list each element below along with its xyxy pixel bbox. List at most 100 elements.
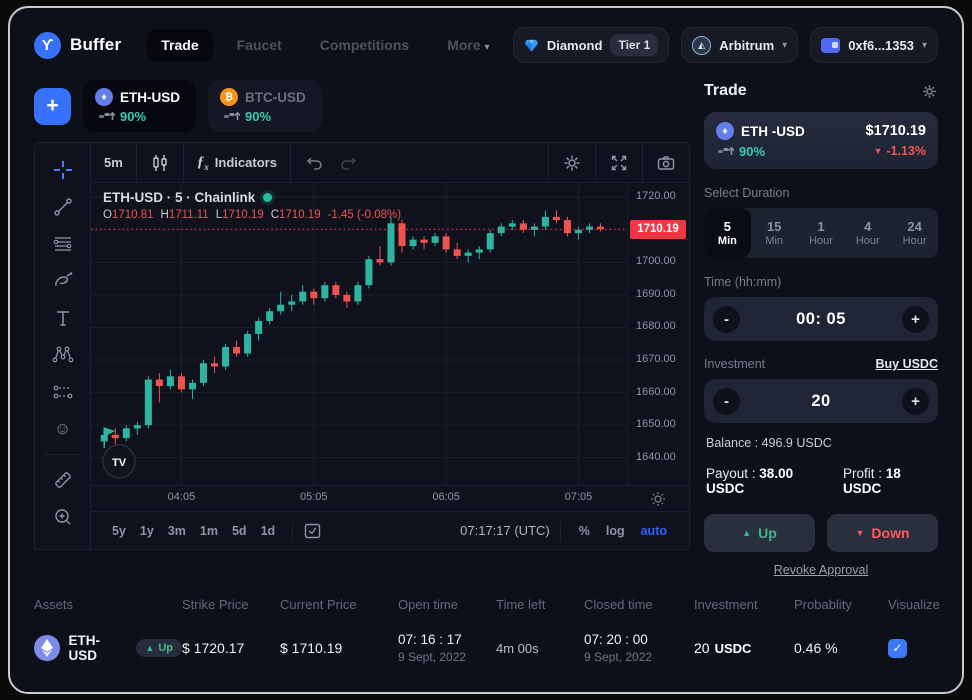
duration-15min[interactable]: 15 Min	[765, 219, 784, 247]
redo-button[interactable]	[337, 143, 372, 182]
eth-icon: ♦	[716, 122, 734, 140]
table-row: ETH-USD ▲ Up $ 1720.17 $ 1710.19 07: 16 :…	[34, 622, 938, 676]
time-tick: 04:05	[167, 491, 196, 503]
nav-link-competitions[interactable]: Competitions	[319, 37, 410, 53]
wallet-selector[interactable]: 0xf6...1353 ▾	[810, 27, 938, 63]
trade-settings-gear-icon[interactable]	[921, 83, 938, 100]
range-5d-button[interactable]: 5d	[231, 523, 247, 538]
asset-symbol: ETH -USD	[741, 123, 805, 139]
time-tick: 06:05	[432, 491, 460, 503]
time-stepper: - 00: 05 +	[704, 297, 938, 341]
wallet-icon	[821, 37, 841, 53]
brand-name: Buffer	[70, 35, 122, 54]
range-1y-button[interactable]: 1y	[139, 523, 154, 538]
time-left-cell: 4m 00s	[496, 640, 539, 656]
duration-24hour[interactable]: 24 Hour	[902, 219, 927, 247]
balance-text: Balance : 496.9 USDC	[706, 436, 832, 450]
investment-plus-button[interactable]: +	[902, 387, 929, 415]
timezone-button[interactable]	[627, 486, 689, 511]
buy-usdc-link[interactable]: Buy USDC	[875, 357, 938, 371]
candlestick-icon	[153, 154, 167, 171]
last-price-badge: 1710.19	[630, 219, 686, 239]
toolbar-divider	[44, 454, 81, 455]
time-value[interactable]: 00: 05	[796, 309, 846, 328]
selected-asset-card[interactable]: ♦ ETH -USD 90% $1710.19 ▼ -1.13%	[704, 112, 938, 169]
interval-button[interactable]: 5m	[104, 155, 123, 170]
xabcd-pattern-icon[interactable]	[46, 340, 80, 370]
nav-links: Trade Faucet Competitions More ▾	[147, 29, 503, 61]
down-button[interactable]: ▼ Down	[827, 514, 938, 552]
percent-scale-button[interactable]: %	[578, 523, 590, 538]
tier-pill[interactable]: Diamond Tier 1	[512, 27, 670, 63]
fx-icon: ƒx	[196, 153, 209, 172]
duration-5min[interactable]: 5 Min	[704, 208, 751, 258]
time-label: Time (hh:mm)	[704, 275, 782, 289]
text-tool-icon[interactable]	[46, 303, 80, 333]
asset-tab-eth-usd[interactable]: ♦ ETH-USD 90%	[83, 80, 196, 132]
nav-link-more[interactable]: More ▾	[447, 37, 490, 53]
price-axis[interactable]: 1720.00 1700.00 1690.00 1680.00 1670.00 1660.…	[627, 183, 689, 485]
indicators-button[interactable]: ƒx Indicators	[196, 153, 277, 172]
brush-icon[interactable]	[46, 266, 80, 296]
time-axis[interactable]: 04:05 05:05 06:05 07:05	[91, 485, 689, 511]
duration-4hour[interactable]: 4 Hour	[855, 219, 880, 247]
range-1d-button[interactable]: 1d	[260, 523, 276, 538]
ruler-icon[interactable]	[46, 465, 80, 495]
nav-link-faucet[interactable]: Faucet	[236, 37, 282, 53]
payout-percent: 90%	[739, 144, 766, 159]
clock-utc[interactable]: 07:17:17 (UTC)	[460, 523, 550, 538]
up-button[interactable]: ▲ Up	[704, 514, 815, 552]
candle-style-button[interactable]	[137, 143, 183, 182]
network-selector[interactable]: ◭ Arbitrum ▾	[681, 27, 799, 63]
parallel-channel-icon[interactable]	[46, 229, 80, 259]
trend-line-icon[interactable]	[46, 192, 80, 222]
price-tick: 1640.00	[636, 450, 676, 463]
header-current-price: Current Price	[280, 597, 357, 612]
header-probability: Probablity	[794, 597, 852, 612]
chevron-down-icon: ▾	[921, 39, 927, 51]
navbar: ϒ Buffer Trade Faucet Competitions More …	[10, 8, 962, 66]
investment-value[interactable]: 20	[811, 391, 831, 410]
asset-tab-btc-usd[interactable]: ₿ BTC-USD 90%	[208, 80, 322, 132]
snapshot-button[interactable]	[643, 143, 689, 182]
range-1m-button[interactable]: 1m	[199, 523, 218, 538]
profit-value: 18 USDC	[842, 466, 901, 496]
range-3m-button[interactable]: 3m	[167, 523, 186, 538]
range-5y-button[interactable]: 5y	[112, 523, 126, 538]
wallet-address: 0xf6...1353	[848, 37, 914, 53]
trade-panel: Trade ♦ ETH -USD 90% $1710.19 ▼ -1.13	[704, 80, 938, 577]
nav-link-trade[interactable]: Trade	[147, 29, 213, 61]
visualize-checkbox[interactable]: ✓	[888, 638, 907, 658]
sun-icon	[651, 491, 665, 506]
add-asset-button[interactable]: +	[34, 87, 71, 125]
time-minus-button[interactable]: -	[713, 305, 740, 333]
app-window: ϒ Buffer Trade Faucet Competitions More …	[8, 6, 964, 694]
auto-scale-button[interactable]: auto	[640, 523, 667, 538]
brand[interactable]: ϒ Buffer	[34, 31, 122, 59]
forecast-icon[interactable]	[46, 377, 80, 407]
emoji-icon[interactable]: ☺	[53, 419, 72, 438]
candlestick-chart[interactable]: TV ETH-USD · 5 · Chainlink O1710.81 H171…	[91, 183, 627, 485]
zoom-in-icon[interactable]	[46, 502, 80, 532]
price-tick: 1680.00	[636, 320, 676, 333]
header-assets: Assets	[34, 597, 74, 612]
fullscreen-button[interactable]	[596, 143, 642, 182]
undo-button[interactable]	[291, 143, 337, 182]
investment-minus-button[interactable]: -	[713, 387, 740, 415]
payout-coins-icon	[718, 146, 734, 155]
chart-settings-button[interactable]	[549, 143, 595, 182]
arbitrum-icon: ◭	[692, 35, 712, 55]
chart-footer: 5y 1y 3m 1m 5d 1d 07:17:17 (UTC) % log a…	[91, 511, 689, 549]
buffer-logo-icon: ϒ	[34, 31, 61, 59]
duration-1hour[interactable]: 1 Hour	[809, 219, 833, 247]
revoke-approval-link[interactable]: Revoke Approval	[773, 563, 869, 577]
log-scale-button[interactable]: log	[605, 523, 625, 538]
direction-badge[interactable]: ▲ Up	[136, 639, 182, 657]
goto-date-button[interactable]	[303, 521, 322, 540]
price-tick: 1670.00	[636, 353, 676, 366]
positions-table: Assets Strike Price Current Price Open t…	[10, 589, 962, 676]
crosshair-icon[interactable]	[46, 155, 80, 185]
table-header: Assets Strike Price Current Price Open t…	[34, 589, 940, 622]
fullscreen-icon	[611, 155, 627, 170]
time-plus-button[interactable]: +	[902, 305, 929, 333]
